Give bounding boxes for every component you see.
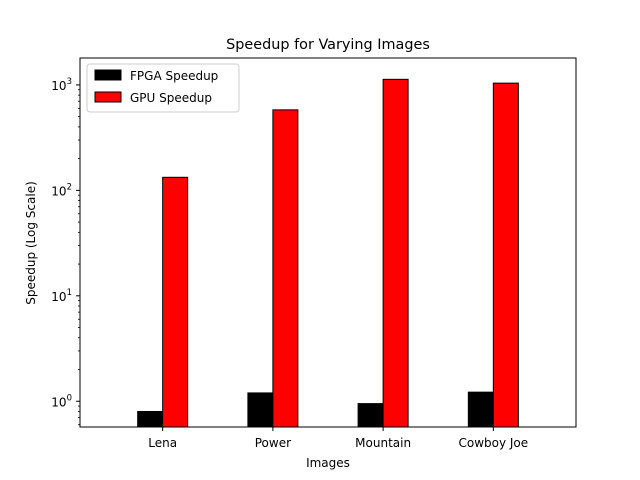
bars-group	[137, 78, 519, 428]
legend-box	[86, 63, 240, 113]
y-tick-label: 100	[51, 393, 72, 409]
legend-swatch-fpga	[94, 69, 122, 81]
y-axis-title: Speedup (Log Scale)	[24, 181, 38, 305]
ticks-group: Lena Power Mountain Cowboy Joe 100 101 102 103	[51, 77, 528, 450]
bar-gpu-cowboy-joe	[492, 82, 519, 428]
bar-gpu-power	[272, 109, 299, 428]
x-axis-title: Images	[306, 456, 350, 470]
bar-gpu-lena	[162, 176, 189, 428]
x-tick-label: Lena	[148, 436, 177, 450]
bar-fpga-mountain	[357, 403, 384, 428]
legend-label-fpga: FPGA Speedup	[130, 69, 218, 83]
bar-fpga-power	[247, 392, 274, 428]
plot-frame	[79, 57, 577, 428]
y-tick-label: 101	[51, 288, 72, 304]
legend-swatch-gpu	[94, 91, 122, 103]
legend-label-gpu: GPU Speedup	[130, 91, 212, 105]
x-tick-label: Power	[255, 436, 291, 450]
x-tick-label: Mountain	[355, 436, 411, 450]
bar-fpga-cowboy-joe	[467, 391, 494, 428]
y-tick-label: 102	[51, 182, 72, 198]
x-tick-label: Cowboy Joe	[458, 436, 528, 450]
chart-title: Speedup for Varying Images	[226, 37, 430, 53]
bar-fpga-lena	[137, 410, 164, 428]
y-tick-label: 103	[51, 77, 72, 93]
bar-gpu-mountain	[382, 78, 409, 428]
legend: FPGA Speedup GPU Speedup	[86, 63, 240, 113]
